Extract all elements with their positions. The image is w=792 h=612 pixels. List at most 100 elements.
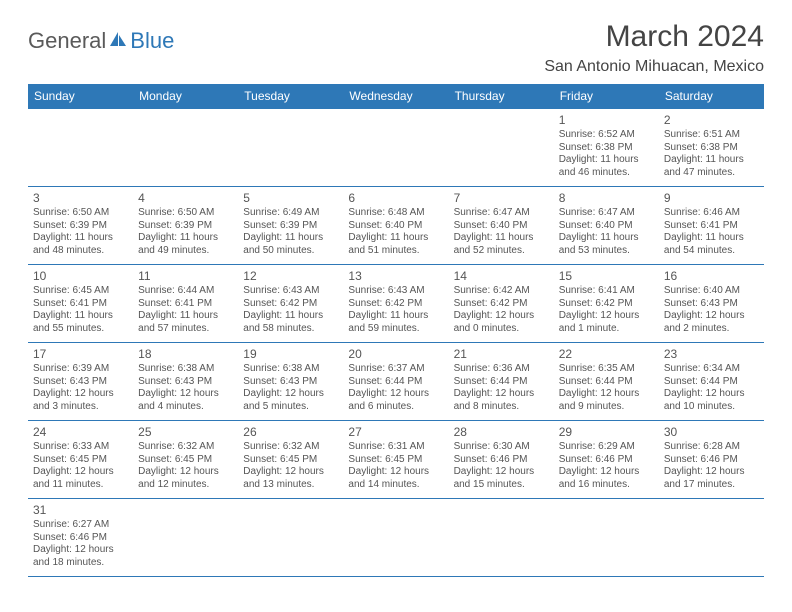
day-cell: 1Sunrise: 6:52 AMSunset: 6:38 PMDaylight… [554, 109, 659, 187]
day-number: 23 [664, 347, 759, 362]
day2-text: and 1 minute. [559, 323, 654, 336]
title-block: March 2024 San Antonio Mihuacan, Mexico [544, 20, 764, 76]
sunset-text: Sunset: 6:43 PM [664, 298, 759, 311]
sunset-text: Sunset: 6:43 PM [138, 376, 233, 389]
day-cell: 17Sunrise: 6:39 AMSunset: 6:43 PMDayligh… [28, 343, 133, 421]
day1-text: Daylight: 12 hours [33, 466, 128, 479]
sunset-text: Sunset: 6:41 PM [664, 220, 759, 233]
sunrise-text: Sunrise: 6:47 AM [454, 207, 549, 220]
day-cell: 5Sunrise: 6:49 AMSunset: 6:39 PMDaylight… [238, 187, 343, 265]
sunrise-text: Sunrise: 6:44 AM [138, 285, 233, 298]
sunset-text: Sunset: 6:46 PM [664, 454, 759, 467]
day-cell: 19Sunrise: 6:38 AMSunset: 6:43 PMDayligh… [238, 343, 343, 421]
day-number: 10 [33, 269, 128, 284]
col-wednesday: Wednesday [343, 84, 448, 109]
day1-text: Daylight: 11 hours [243, 232, 338, 245]
day-cell: 10Sunrise: 6:45 AMSunset: 6:41 PMDayligh… [28, 265, 133, 343]
day2-text: and 58 minutes. [243, 323, 338, 336]
day2-text: and 54 minutes. [664, 245, 759, 258]
sunrise-text: Sunrise: 6:35 AM [559, 363, 654, 376]
day-cell: 11Sunrise: 6:44 AMSunset: 6:41 PMDayligh… [133, 265, 238, 343]
day2-text: and 59 minutes. [348, 323, 443, 336]
day-cell [133, 499, 238, 577]
sunset-text: Sunset: 6:45 PM [33, 454, 128, 467]
day-cell: 24Sunrise: 6:33 AMSunset: 6:45 PMDayligh… [28, 421, 133, 499]
day-number: 11 [138, 269, 233, 284]
sunset-text: Sunset: 6:38 PM [559, 142, 654, 155]
week-row: 17Sunrise: 6:39 AMSunset: 6:43 PMDayligh… [28, 343, 764, 421]
day-cell: 8Sunrise: 6:47 AMSunset: 6:40 PMDaylight… [554, 187, 659, 265]
day2-text: and 0 minutes. [454, 323, 549, 336]
day-number: 2 [664, 113, 759, 128]
day-cell [343, 499, 448, 577]
day-number: 4 [138, 191, 233, 206]
day1-text: Daylight: 12 hours [559, 466, 654, 479]
day-cell: 12Sunrise: 6:43 AMSunset: 6:42 PMDayligh… [238, 265, 343, 343]
day1-text: Daylight: 12 hours [243, 388, 338, 401]
sunset-text: Sunset: 6:42 PM [559, 298, 654, 311]
day-number: 7 [454, 191, 549, 206]
day-number: 24 [33, 425, 128, 440]
day-cell: 29Sunrise: 6:29 AMSunset: 6:46 PMDayligh… [554, 421, 659, 499]
day1-text: Daylight: 12 hours [33, 388, 128, 401]
day2-text: and 51 minutes. [348, 245, 443, 258]
sunset-text: Sunset: 6:40 PM [559, 220, 654, 233]
logo-text-blue: Blue [130, 28, 174, 54]
sunset-text: Sunset: 6:44 PM [559, 376, 654, 389]
sunrise-text: Sunrise: 6:43 AM [243, 285, 338, 298]
day-number: 6 [348, 191, 443, 206]
day2-text: and 10 minutes. [664, 401, 759, 414]
header-row: General Blue March 2024 San Antonio Mihu… [28, 20, 764, 76]
day-cell: 30Sunrise: 6:28 AMSunset: 6:46 PMDayligh… [659, 421, 764, 499]
sunset-text: Sunset: 6:42 PM [348, 298, 443, 311]
day2-text: and 47 minutes. [664, 167, 759, 180]
sunset-text: Sunset: 6:46 PM [559, 454, 654, 467]
sunset-text: Sunset: 6:45 PM [138, 454, 233, 467]
week-row: 3Sunrise: 6:50 AMSunset: 6:39 PMDaylight… [28, 187, 764, 265]
day2-text: and 46 minutes. [559, 167, 654, 180]
day2-text: and 52 minutes. [454, 245, 549, 258]
day-cell: 15Sunrise: 6:41 AMSunset: 6:42 PMDayligh… [554, 265, 659, 343]
day1-text: Daylight: 11 hours [33, 232, 128, 245]
sunrise-text: Sunrise: 6:52 AM [559, 129, 654, 142]
day-number: 20 [348, 347, 443, 362]
day2-text: and 16 minutes. [559, 479, 654, 492]
col-thursday: Thursday [449, 84, 554, 109]
day2-text: and 55 minutes. [33, 323, 128, 336]
sunset-text: Sunset: 6:46 PM [454, 454, 549, 467]
sunrise-text: Sunrise: 6:50 AM [33, 207, 128, 220]
day-cell [238, 499, 343, 577]
day1-text: Daylight: 11 hours [664, 232, 759, 245]
day1-text: Daylight: 12 hours [454, 388, 549, 401]
day2-text: and 48 minutes. [33, 245, 128, 258]
day-number: 29 [559, 425, 654, 440]
col-saturday: Saturday [659, 84, 764, 109]
sunset-text: Sunset: 6:39 PM [33, 220, 128, 233]
location-subtitle: San Antonio Mihuacan, Mexico [544, 58, 764, 76]
day1-text: Daylight: 12 hours [243, 466, 338, 479]
sunset-text: Sunset: 6:44 PM [664, 376, 759, 389]
day-number: 22 [559, 347, 654, 362]
day1-text: Daylight: 11 hours [559, 154, 654, 167]
day1-text: Daylight: 11 hours [33, 310, 128, 323]
day1-text: Daylight: 12 hours [348, 466, 443, 479]
day1-text: Daylight: 12 hours [138, 388, 233, 401]
day2-text: and 4 minutes. [138, 401, 233, 414]
day-cell: 25Sunrise: 6:32 AMSunset: 6:45 PMDayligh… [133, 421, 238, 499]
day1-text: Daylight: 11 hours [243, 310, 338, 323]
day-cell: 20Sunrise: 6:37 AMSunset: 6:44 PMDayligh… [343, 343, 448, 421]
day2-text: and 57 minutes. [138, 323, 233, 336]
day-cell: 14Sunrise: 6:42 AMSunset: 6:42 PMDayligh… [449, 265, 554, 343]
col-monday: Monday [133, 84, 238, 109]
day1-text: Daylight: 11 hours [664, 154, 759, 167]
day2-text: and 6 minutes. [348, 401, 443, 414]
sunrise-text: Sunrise: 6:42 AM [454, 285, 549, 298]
sunset-text: Sunset: 6:39 PM [138, 220, 233, 233]
day-number: 1 [559, 113, 654, 128]
day-cell: 27Sunrise: 6:31 AMSunset: 6:45 PMDayligh… [343, 421, 448, 499]
day-number: 16 [664, 269, 759, 284]
sunrise-text: Sunrise: 6:31 AM [348, 441, 443, 454]
day-number: 21 [454, 347, 549, 362]
day1-text: Daylight: 11 hours [454, 232, 549, 245]
day2-text: and 11 minutes. [33, 479, 128, 492]
